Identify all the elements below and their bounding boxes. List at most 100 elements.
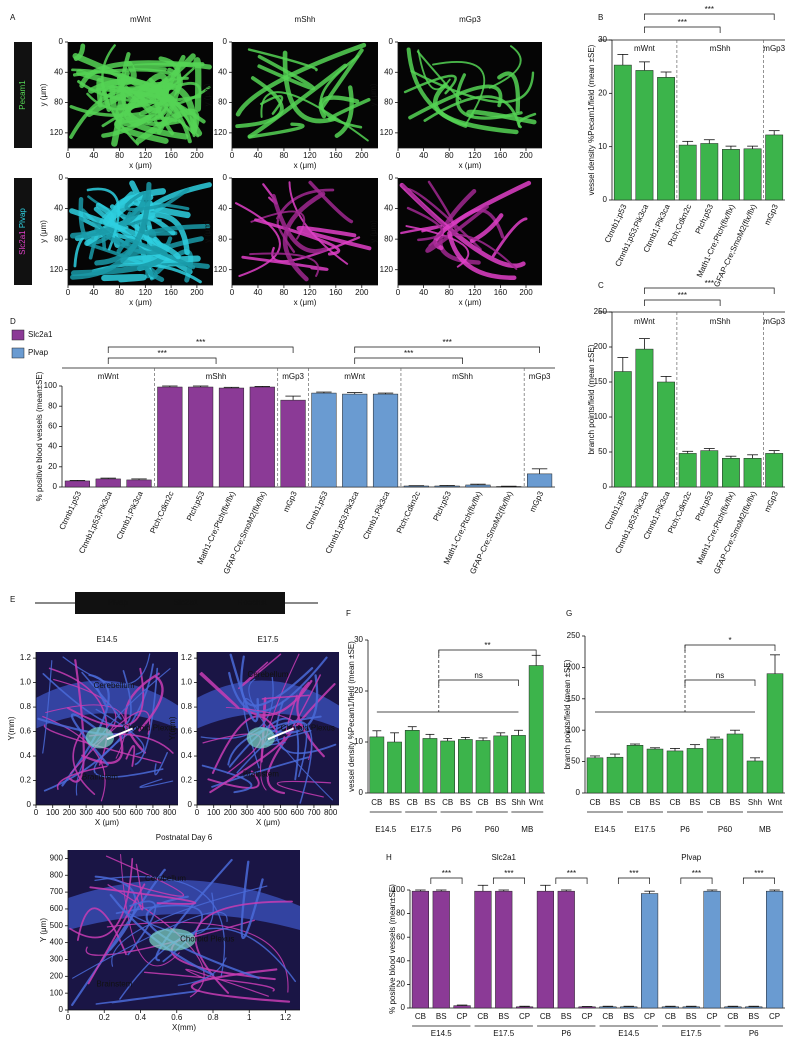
- y-axis-label: branch points/field (mean ±SE): [587, 344, 596, 454]
- vessel: [94, 227, 173, 255]
- bar: [404, 730, 420, 794]
- vessel: [296, 225, 372, 251]
- error-bar: [610, 753, 620, 758]
- vessel: [308, 180, 354, 224]
- vessel: [228, 717, 300, 781]
- error-bar: [623, 1005, 634, 1007]
- error-bar: [660, 71, 672, 78]
- x-tick-label: 1: [247, 1013, 252, 1022]
- x-tick-label: 400: [96, 808, 110, 817]
- vessel: [143, 971, 275, 992]
- x-tick-label: Ctnnb1;p53;Pik3ca: [324, 489, 361, 555]
- significance-bracket: [354, 346, 540, 353]
- group-label: mGp3: [763, 317, 785, 326]
- bar: [422, 738, 438, 794]
- vessel: [318, 95, 360, 119]
- bar: [703, 890, 721, 1009]
- error-bar: [377, 392, 394, 395]
- error-bar: [750, 757, 760, 761]
- panel-letter: F: [346, 609, 351, 618]
- y-tick-label: 40: [218, 67, 227, 76]
- y-tick-label: 100: [50, 988, 64, 997]
- x-tick-label: 160: [164, 151, 178, 160]
- y-tick-label: 0.4: [20, 751, 32, 760]
- error-bar: [617, 357, 629, 372]
- x-tick-label: BS: [690, 798, 701, 807]
- x-tick-label: Shh: [748, 798, 762, 807]
- x-tick-label: Ctnnb1;p53;Pik3ca: [77, 489, 114, 555]
- image-texture: [234, 180, 372, 282]
- error-bar: [439, 485, 455, 486]
- vessel: [43, 724, 162, 764]
- error-bar: [498, 889, 509, 892]
- region-label: Cerebellum: [145, 874, 186, 883]
- y-tick-label: 40: [396, 956, 405, 965]
- x-tick-label: CB: [709, 798, 720, 807]
- vessel: [447, 230, 517, 280]
- row-label-part: Plvap: [18, 208, 27, 229]
- x-tick-label: 0.2: [99, 1013, 111, 1022]
- bar: [493, 735, 509, 794]
- error-bar: [415, 889, 426, 892]
- error-bar: [561, 889, 572, 892]
- y-tick-label: 120: [214, 128, 228, 137]
- group-label: P6: [452, 825, 462, 834]
- y-tick-label: 40: [384, 67, 393, 76]
- significance-bracket: [684, 644, 776, 651]
- error-bar: [670, 748, 680, 751]
- vessel: [334, 85, 354, 138]
- bar: [411, 890, 430, 1009]
- significance-label: ***: [157, 349, 166, 358]
- group-label: mWnt: [344, 372, 366, 381]
- x-tick-label: CB: [540, 1012, 551, 1021]
- choroid-plexus: [85, 726, 115, 749]
- error-bar: [223, 386, 240, 389]
- significance-label: ***: [442, 338, 451, 347]
- legend-label: Plvap: [28, 348, 49, 357]
- vessel: [101, 274, 147, 283]
- y-tick-label: 80: [384, 98, 393, 107]
- y-tick-label: 40: [384, 204, 393, 213]
- y-tick-label: 1.2: [181, 653, 193, 662]
- error-bar: [686, 1005, 697, 1007]
- bar: [126, 479, 152, 488]
- vessel: [491, 217, 528, 258]
- group-label: mGp3: [763, 44, 785, 53]
- bar: [613, 371, 632, 488]
- x-tick-label: CB: [629, 798, 640, 807]
- y-tick-label: 0: [59, 1005, 64, 1014]
- x-tick-label: CP: [707, 1012, 718, 1021]
- x-tick-label: BS: [498, 1012, 509, 1021]
- x-tick-label: mGp3: [763, 489, 781, 513]
- x-tick-label: 1.2: [280, 1013, 292, 1022]
- x-tick-label: 120: [303, 151, 317, 160]
- x-tick-label: 200: [519, 288, 533, 297]
- x-axis-label: x (μm): [129, 161, 152, 170]
- x-tick-label: BS: [460, 798, 471, 807]
- bar: [626, 745, 644, 794]
- bar: [403, 485, 429, 488]
- row-label-box: [14, 178, 32, 285]
- bar: [661, 1006, 679, 1009]
- vessel: [234, 202, 281, 278]
- x-tick-label: Wnt: [529, 798, 544, 807]
- x-tick-label: 40: [89, 151, 98, 160]
- vessel: [62, 653, 151, 686]
- region-label: Cerebellum: [94, 681, 135, 690]
- vessel: [455, 73, 523, 120]
- x-tick-label: 700: [307, 808, 321, 817]
- bar: [95, 478, 121, 488]
- y-tick-label: 0: [603, 482, 608, 491]
- bar: [765, 453, 784, 488]
- error-bar: [703, 139, 715, 144]
- y-tick-label: 120: [380, 265, 394, 274]
- significance-bracket: [555, 877, 588, 884]
- bar: [743, 148, 762, 201]
- y-axis-label: % positive blood vessels (mean±SE): [388, 884, 397, 1014]
- y-tick-label: 0: [359, 788, 364, 797]
- error-bar: [644, 890, 655, 894]
- significance-bracket: [492, 877, 525, 884]
- vessel: [425, 204, 489, 253]
- group-label: E14.5: [431, 1029, 452, 1038]
